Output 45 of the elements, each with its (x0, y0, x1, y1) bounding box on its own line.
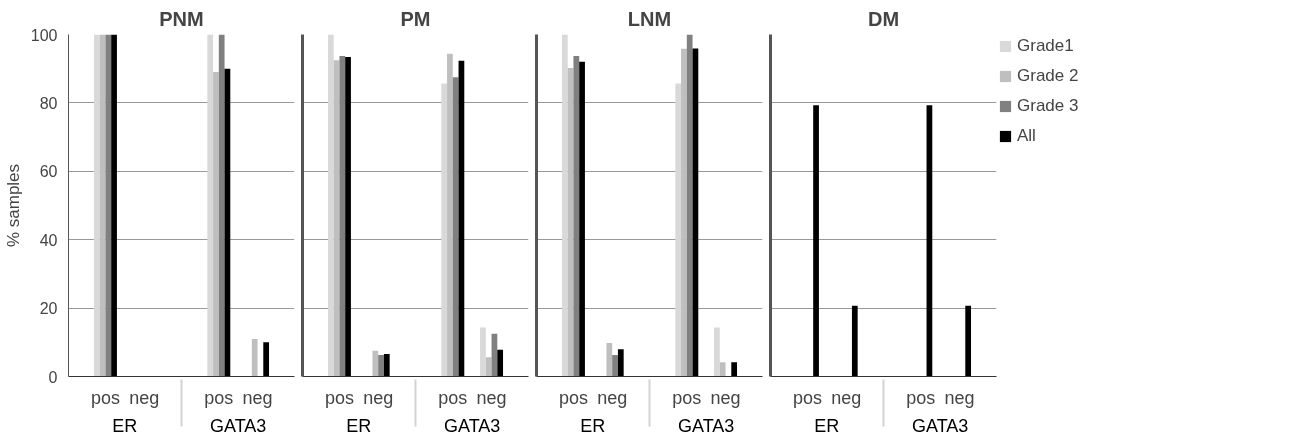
y-tick-label: 20 (39, 300, 58, 318)
text: ER (346, 415, 372, 436)
text: ER (580, 415, 606, 436)
y-tick-label: 0 (48, 368, 58, 386)
text: ER (814, 415, 840, 436)
bar (218, 34, 225, 377)
bar (207, 34, 214, 377)
legend-label: Grade 2 (1017, 66, 1079, 86)
text: GATA3 (210, 415, 267, 436)
x-tick-label: neg (242, 387, 273, 408)
y-tick-label: 60 (39, 163, 58, 181)
x-tick-label: neg (944, 387, 975, 408)
chart-title: DM (867, 7, 900, 30)
text: GATA3 (912, 415, 969, 436)
bar (93, 34, 100, 377)
y-axis-title: % samples (3, 163, 23, 248)
y-tick-label: 100 (30, 26, 58, 44)
legend-label: All (1017, 126, 1037, 146)
x-tick-label: pos (324, 387, 354, 408)
x-tick-label: pos (672, 387, 702, 408)
x-tick-label: pos (90, 387, 120, 408)
text: GATA3 (444, 415, 501, 436)
x-tick-label: neg (129, 387, 160, 408)
x-tick-label: neg (597, 387, 628, 408)
x-tick-label: pos (906, 387, 936, 408)
y-tick-label: 80 (39, 94, 58, 112)
x-tick-label: neg (710, 387, 741, 408)
bar (105, 34, 112, 377)
x-tick-label: neg (363, 387, 394, 408)
x-tick-label: pos (204, 387, 234, 408)
bar (213, 72, 219, 377)
x-tick-label: pos (558, 387, 588, 408)
chart-title: PM (400, 7, 431, 30)
y-tick-label: 40 (39, 231, 58, 249)
x-tick-label: neg (831, 387, 862, 408)
chart-title: LNM (627, 7, 672, 30)
text: ER (112, 415, 138, 436)
x-tick-label: pos (792, 387, 822, 408)
legend-label: Grade 3 (1017, 96, 1079, 116)
text: GATA3 (678, 415, 735, 436)
x-tick-label: pos (438, 387, 468, 408)
x-tick-label: neg (476, 387, 507, 408)
chart-title: PNM (159, 7, 204, 30)
bar (111, 34, 117, 377)
legend-label: Grade1 (1017, 36, 1074, 56)
